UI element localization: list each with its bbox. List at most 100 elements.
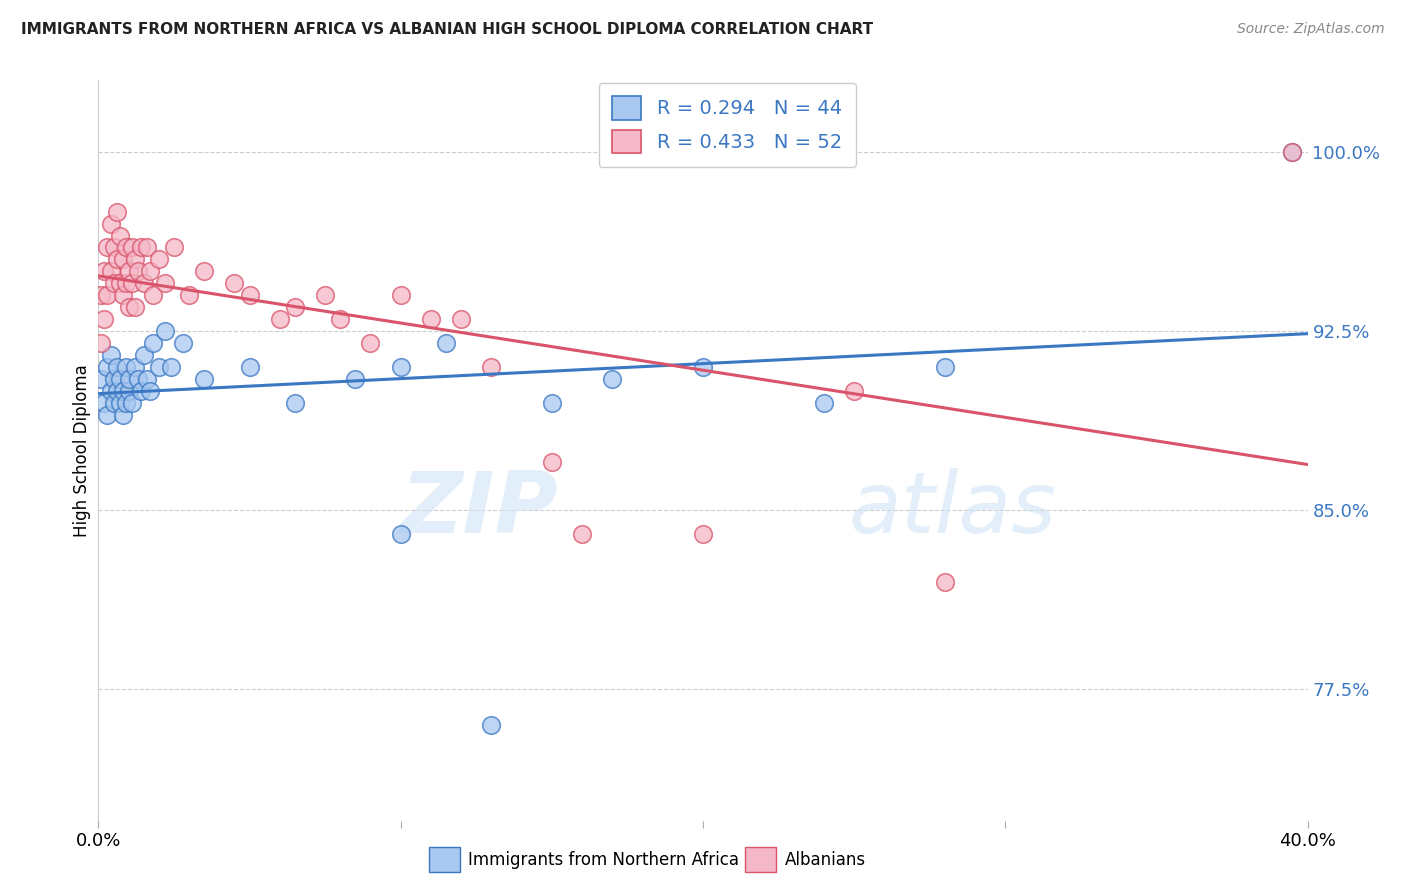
Point	[934, 359, 956, 374]
Point	[100, 217, 122, 231]
Point	[389, 359, 412, 374]
Point	[103, 395, 125, 409]
Point	[108, 277, 131, 291]
Point	[139, 264, 162, 278]
Point	[132, 348, 155, 362]
Point	[224, 277, 246, 291]
Point	[90, 288, 112, 302]
Point	[692, 359, 714, 374]
Point	[129, 384, 152, 398]
Point	[111, 408, 134, 422]
Text: IMMIGRANTS FROM NORTHERN AFRICA VS ALBANIAN HIGH SCHOOL DIPLOMA CORRELATION CHAR: IMMIGRANTS FROM NORTHERN AFRICA VS ALBAN…	[21, 22, 873, 37]
Point	[124, 252, 146, 267]
Point	[100, 264, 122, 278]
Point	[142, 288, 165, 302]
Point	[127, 372, 149, 386]
Point	[284, 300, 307, 314]
Point	[129, 240, 152, 254]
Point	[193, 372, 215, 386]
Point	[118, 384, 141, 398]
Point	[329, 312, 352, 326]
Point	[481, 718, 503, 732]
Point	[135, 240, 157, 254]
Point	[124, 359, 146, 374]
Point	[100, 384, 122, 398]
Point	[139, 384, 162, 398]
Point	[114, 395, 136, 409]
Point	[96, 288, 118, 302]
Point	[96, 408, 118, 422]
Point	[540, 455, 562, 469]
Point	[118, 300, 141, 314]
Point	[1281, 145, 1303, 159]
Text: Albanians: Albanians	[785, 851, 866, 869]
Point	[389, 288, 412, 302]
Point	[135, 372, 157, 386]
Text: atlas: atlas	[848, 468, 1056, 551]
Point	[571, 527, 593, 541]
Point	[239, 288, 262, 302]
Point	[193, 264, 215, 278]
Point	[844, 384, 866, 398]
Text: ZIP: ZIP	[401, 468, 558, 551]
Point	[118, 372, 141, 386]
Point	[179, 288, 201, 302]
Point	[114, 359, 136, 374]
Point	[114, 277, 136, 291]
Point	[100, 348, 122, 362]
Y-axis label: High School Diploma: High School Diploma	[73, 364, 91, 537]
Point	[121, 277, 143, 291]
Point	[269, 312, 291, 326]
Point	[344, 372, 367, 386]
Point	[108, 372, 131, 386]
Point	[450, 312, 472, 326]
Point	[103, 240, 125, 254]
Point	[153, 277, 176, 291]
Point	[692, 527, 714, 541]
Point	[148, 359, 170, 374]
Point	[105, 359, 128, 374]
Point	[163, 240, 186, 254]
Point	[105, 204, 128, 219]
Point	[121, 240, 143, 254]
Point	[127, 264, 149, 278]
Point	[132, 277, 155, 291]
Point	[93, 312, 115, 326]
Point	[314, 288, 336, 302]
Point	[121, 395, 143, 409]
Point	[239, 359, 262, 374]
Point	[114, 240, 136, 254]
Point	[111, 288, 134, 302]
Point	[142, 336, 165, 351]
Point	[90, 372, 112, 386]
Point	[118, 264, 141, 278]
Legend: R = 0.294   N = 44, R = 0.433   N = 52: R = 0.294 N = 44, R = 0.433 N = 52	[599, 83, 856, 167]
Point	[934, 574, 956, 589]
Point	[148, 252, 170, 267]
Point	[160, 359, 183, 374]
Point	[360, 336, 382, 351]
Point	[105, 384, 128, 398]
Point	[172, 336, 194, 351]
Point	[124, 300, 146, 314]
Point	[105, 252, 128, 267]
Point	[389, 527, 412, 541]
Point	[813, 395, 835, 409]
Text: Source: ZipAtlas.com: Source: ZipAtlas.com	[1237, 22, 1385, 37]
Point	[481, 359, 503, 374]
Point	[284, 395, 307, 409]
Text: Immigrants from Northern Africa: Immigrants from Northern Africa	[468, 851, 740, 869]
Point	[93, 264, 115, 278]
Point	[111, 384, 134, 398]
Point	[103, 277, 125, 291]
Point	[153, 324, 176, 338]
Point	[93, 395, 115, 409]
Point	[420, 312, 443, 326]
Point	[96, 359, 118, 374]
Point	[108, 395, 131, 409]
Point	[103, 372, 125, 386]
Point	[540, 395, 562, 409]
Point	[434, 336, 457, 351]
Point	[90, 336, 112, 351]
Point	[111, 252, 134, 267]
